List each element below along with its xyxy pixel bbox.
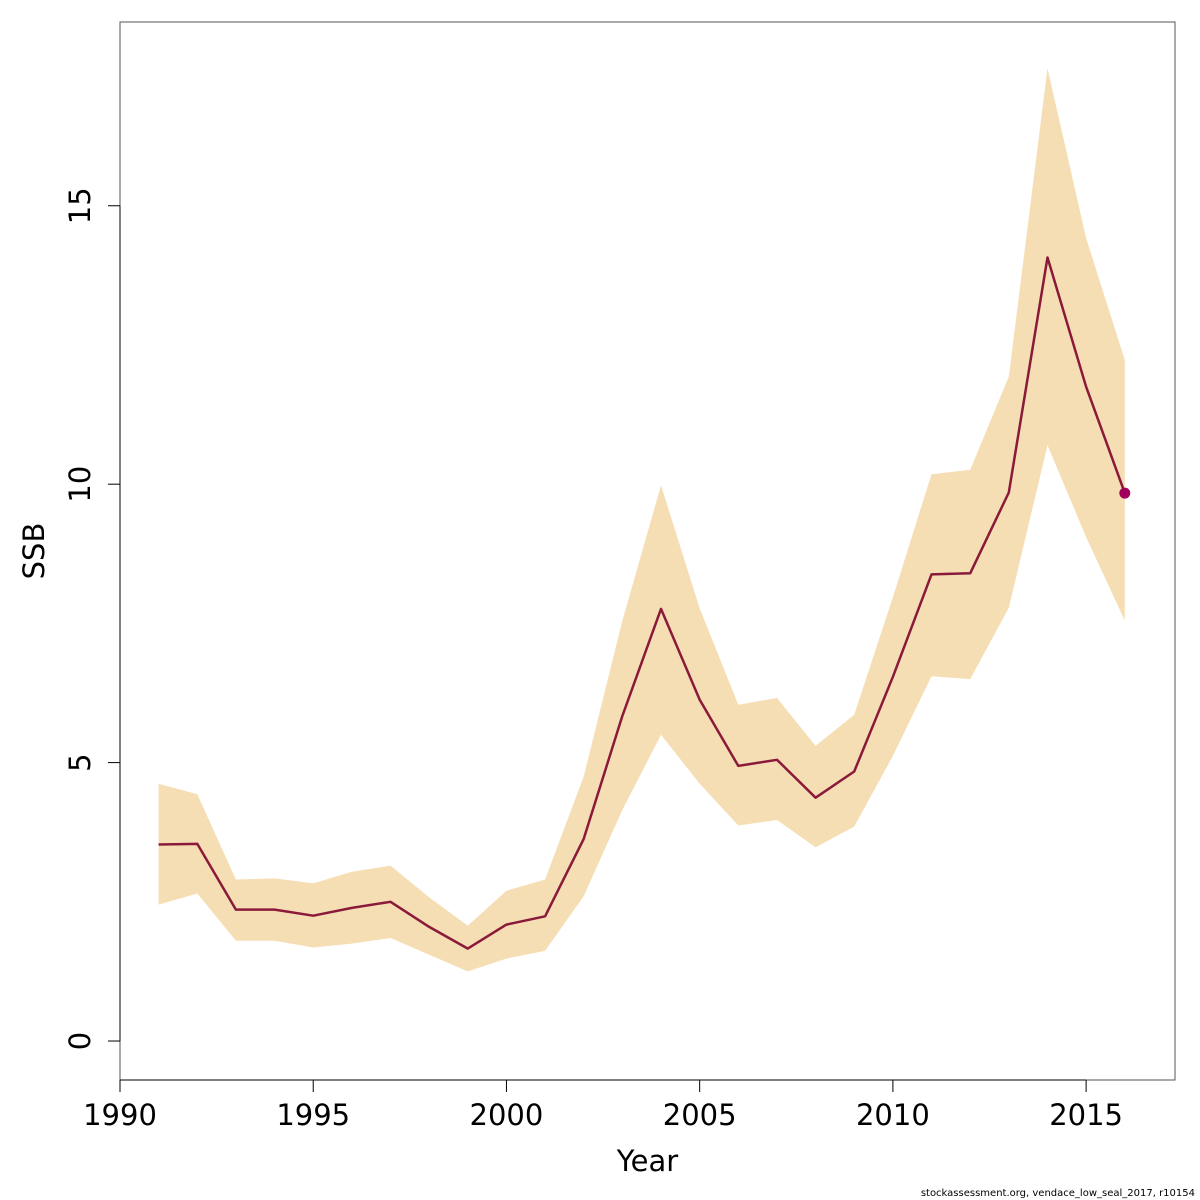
confidence-band [158,68,1125,972]
x-tick-label: 2010 [856,1098,930,1132]
x-tick-label: 1995 [276,1098,350,1132]
y-tick-label: 5 [63,753,97,771]
x-tick-label: 2015 [1049,1098,1123,1132]
ssb-series-line [158,256,1126,950]
footer-note: stockassessment.org, vendace_low_seal_20… [921,1188,1195,1199]
last-data-point [1119,487,1131,499]
y-tick-label: 0 [63,1032,97,1050]
y-axis-title: SSB [17,523,51,580]
x-tick-label: 1990 [83,1098,157,1132]
plot-area [158,68,1131,972]
y-tick-label: 15 [63,187,97,224]
x-tick-label: 2000 [470,1098,544,1132]
y-tick-label: 10 [63,466,97,503]
x-axis-title: Year [616,1144,678,1178]
x-tick-label: 2005 [663,1098,737,1132]
axes: 1990 1995 2000 2005 2010 2015 0 5 10 15 [63,187,1123,1132]
